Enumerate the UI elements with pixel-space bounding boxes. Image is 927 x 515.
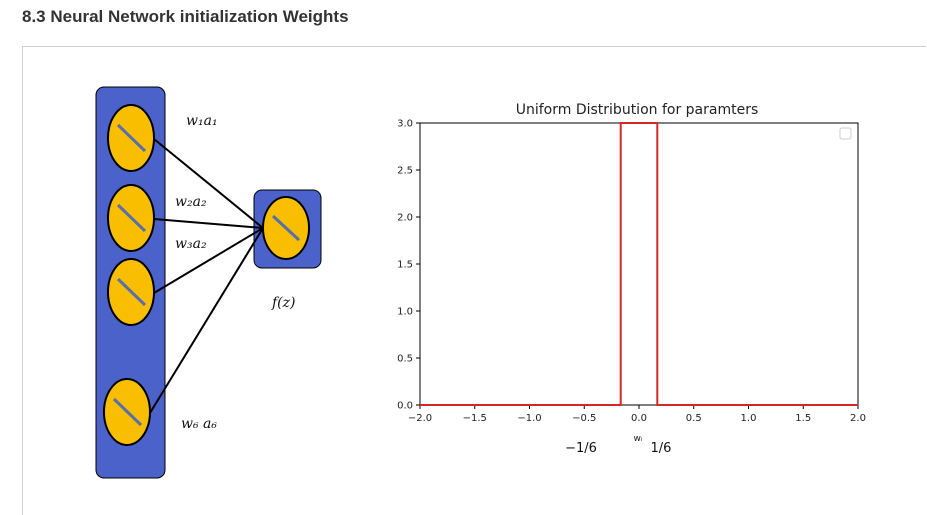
edge-label-w2a2: w₂a₂: [175, 194, 207, 210]
x-tick-label: 0.5: [686, 413, 702, 424]
y-tick-label: 2.5: [397, 166, 413, 177]
x-tick-label: 2.0: [850, 413, 866, 424]
x-tick-label: 1.5: [795, 413, 811, 424]
edge-4: [149, 227, 264, 414]
output-function-label: f(z): [271, 295, 295, 311]
network-diagram: w₁a₁ w₂a₂ w₃a₂ w₆ a₆ f(z): [95, 86, 322, 479]
x-tick-label: 1.0: [741, 413, 757, 424]
y-tick-label: 1.5: [397, 260, 413, 271]
y-tick-label: 1.0: [397, 307, 413, 318]
neuron-node-1: [107, 104, 155, 172]
legend-box: [839, 127, 852, 140]
plot-area: [419, 122, 859, 406]
x-tick-label: −2.0: [408, 413, 432, 424]
x-tick-label: −1.0: [517, 413, 541, 424]
edge-label-w3a2: w₃a₂: [175, 236, 207, 252]
neuron-node-3: [107, 258, 155, 326]
annotation-neg-sixth: −1/6: [565, 441, 597, 456]
x-axis-label: wᵢ: [634, 434, 643, 444]
edge-label-w1a1: w₁a₁: [186, 113, 218, 129]
y-axis-ticks: 0.0 0.5 1.0 1.5 2.0 2.5 3.0: [397, 119, 420, 412]
y-tick-label: 2.0: [397, 213, 413, 224]
annotation-pos-sixth: 1/6: [651, 441, 672, 456]
edge-2: [153, 218, 264, 229]
page-title: 8.3 Neural Network initialization Weight…: [22, 7, 349, 26]
x-tick-label: −1.5: [463, 413, 487, 424]
neuron-node-2: [107, 184, 155, 252]
y-tick-label: 0.5: [397, 354, 413, 365]
y-tick-label: 3.0: [397, 119, 413, 130]
output-neuron: [262, 196, 310, 260]
edge-label-w6a6: w₆ a₆: [181, 416, 217, 432]
series-line: [420, 122, 858, 406]
neuron-node-6: [103, 378, 151, 446]
x-axis-ticks: −2.0 −1.5 −1.0 −0.5 0.0 0.5 1.0 1.5 2.0: [408, 405, 866, 424]
x-tick-label: 0.0: [631, 413, 647, 424]
edge-3: [153, 227, 264, 294]
frame-border-left: [22, 46, 23, 515]
chart-title: Uniform Distribution for paramters: [516, 102, 759, 118]
edge-1: [153, 138, 264, 229]
distribution-chart: Uniform Distribution for paramters 0.00.…: [397, 102, 866, 456]
frame-divider: [22, 46, 926, 47]
x-tick-label: −0.5: [572, 413, 596, 424]
y-tick-label: 0.0: [397, 401, 413, 412]
